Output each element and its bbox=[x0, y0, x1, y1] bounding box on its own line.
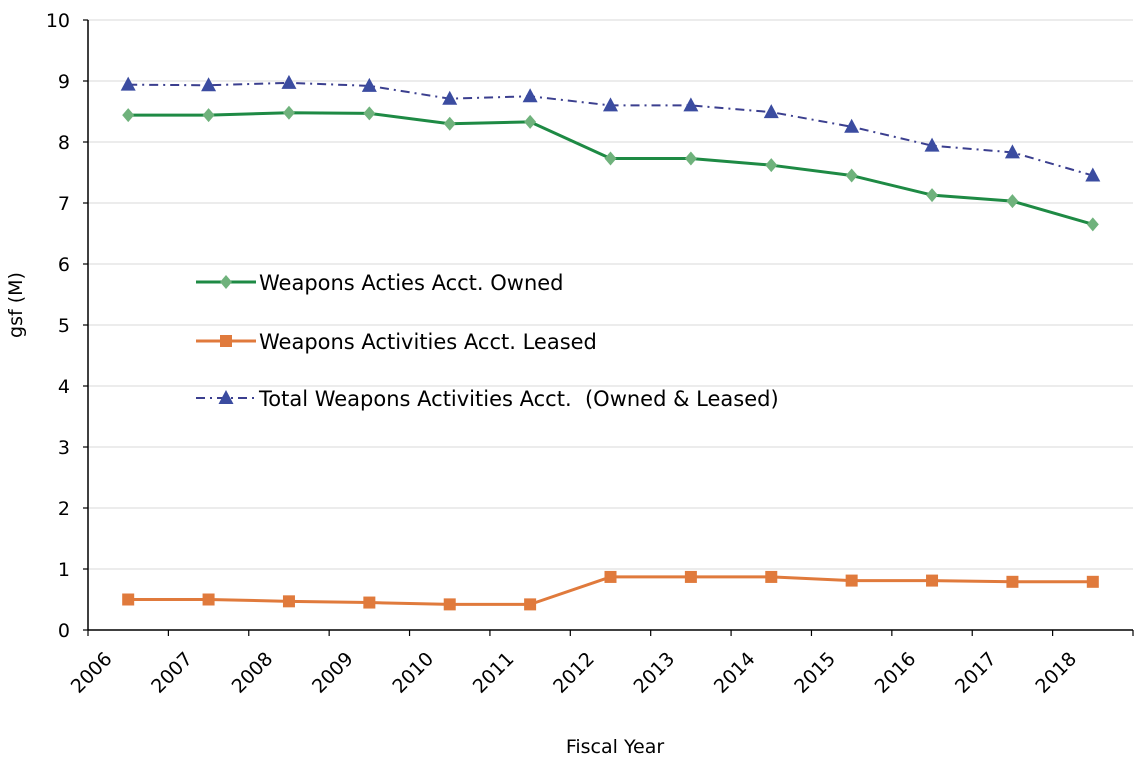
y-tick-label: 9 bbox=[58, 71, 70, 93]
x-tick-label: 2016 bbox=[871, 648, 921, 698]
data-point-total bbox=[361, 77, 377, 92]
data-point-total bbox=[924, 137, 940, 152]
y-tick-label: 0 bbox=[58, 620, 70, 642]
legend: Weapons Acties Acct. Owned Weapons Activi… bbox=[196, 271, 779, 411]
data-point-total bbox=[522, 88, 538, 103]
y-tick-label: 6 bbox=[58, 254, 70, 276]
x-tick-label: 2009 bbox=[308, 648, 358, 698]
y-tick-label: 5 bbox=[58, 315, 70, 337]
data-point-leased bbox=[926, 574, 939, 587]
series-group bbox=[120, 74, 1101, 611]
data-point-leased bbox=[524, 598, 537, 611]
data-point-owned bbox=[1006, 194, 1019, 209]
y-axis-ticks: 0 1 2 3 4 5 6 7 8 9 10 bbox=[46, 10, 88, 642]
y-tick-label: 3 bbox=[58, 437, 70, 459]
data-point-owned bbox=[765, 158, 778, 173]
data-point-total bbox=[201, 77, 217, 92]
data-point-leased bbox=[765, 570, 778, 583]
gridlines bbox=[88, 19, 1133, 570]
data-point-leased bbox=[443, 598, 456, 611]
data-point-total bbox=[1085, 167, 1101, 182]
y-tick-label: 4 bbox=[58, 376, 70, 398]
legend-marker-leased bbox=[220, 335, 232, 347]
data-point-owned bbox=[202, 108, 215, 123]
x-tick-label: 2006 bbox=[67, 648, 117, 698]
data-point-owned bbox=[524, 114, 537, 129]
x-tick-label: 2018 bbox=[1031, 648, 1081, 698]
data-point-owned bbox=[282, 105, 295, 120]
x-tick-label: 2013 bbox=[629, 648, 679, 698]
data-point-leased bbox=[1006, 575, 1019, 588]
y-axis-title: gsf (M) bbox=[5, 272, 27, 338]
y-tick-label: 8 bbox=[58, 132, 70, 154]
data-point-total bbox=[442, 90, 458, 105]
data-point-leased bbox=[1086, 575, 1099, 588]
data-point-total bbox=[281, 74, 297, 89]
data-point-owned bbox=[363, 106, 376, 121]
legend-label-total: Total Weapons Activities Acct. (Owned & … bbox=[258, 387, 779, 411]
data-point-leased bbox=[202, 593, 215, 606]
legend-label-owned: Weapons Acties Acct. Owned bbox=[259, 271, 564, 295]
data-point-owned bbox=[926, 188, 939, 203]
data-point-owned bbox=[443, 116, 456, 131]
data-point-owned bbox=[122, 108, 135, 123]
data-point-total bbox=[603, 97, 618, 112]
series-total bbox=[120, 74, 1101, 182]
data-point-owned bbox=[845, 168, 858, 183]
data-point-leased bbox=[122, 593, 135, 606]
data-point-leased bbox=[684, 570, 697, 583]
legend-marker-total bbox=[218, 390, 234, 404]
x-tick-label: 2007 bbox=[147, 648, 197, 698]
data-point-total bbox=[763, 104, 779, 119]
x-tick-label: 2008 bbox=[228, 648, 278, 698]
x-tick-label: 2010 bbox=[388, 648, 438, 698]
data-point-leased bbox=[282, 595, 295, 608]
data-point-leased bbox=[363, 596, 376, 609]
data-point-total bbox=[120, 76, 136, 91]
data-point-total bbox=[844, 118, 860, 133]
series-owned bbox=[122, 105, 1099, 232]
y-tick-label: 10 bbox=[46, 10, 70, 32]
x-tick-label: 2017 bbox=[951, 648, 1001, 698]
series-line-owned bbox=[128, 111, 1094, 226]
x-tick-label: 2014 bbox=[710, 648, 760, 698]
data-point-leased bbox=[604, 570, 617, 583]
axes bbox=[87, 20, 1133, 631]
legend-label-leased: Weapons Activities Acct. Leased bbox=[259, 330, 597, 354]
data-point-total bbox=[1004, 144, 1020, 159]
data-point-owned bbox=[684, 151, 697, 166]
data-point-owned bbox=[604, 151, 617, 166]
legend-marker-owned bbox=[220, 275, 232, 289]
x-axis-ticks: 2006 2007 2008 2009 2010 2011 2012 2013 2014 2015… bbox=[67, 630, 1134, 698]
x-tick-label: 2015 bbox=[790, 648, 840, 698]
data-point-total bbox=[683, 97, 699, 112]
y-tick-label: 2 bbox=[58, 498, 70, 520]
series-leased bbox=[122, 570, 1099, 611]
data-point-leased bbox=[845, 574, 858, 587]
x-tick-label: 2011 bbox=[469, 648, 519, 698]
y-tick-label: 7 bbox=[58, 193, 70, 215]
y-tick-label: 1 bbox=[58, 559, 70, 581]
x-tick-label: 2012 bbox=[549, 648, 599, 698]
x-axis-title: Fiscal Year bbox=[566, 736, 665, 758]
data-point-owned bbox=[1086, 217, 1099, 232]
